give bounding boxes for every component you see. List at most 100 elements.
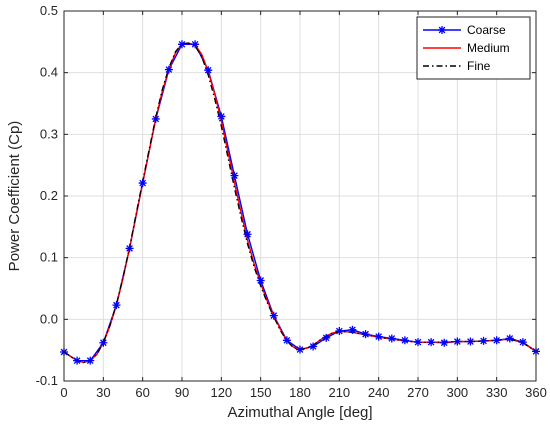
series-point-coarse [440,338,449,347]
series-point-coarse-glyph [296,345,304,354]
series-point-coarse [309,342,318,351]
series-point-coarse-glyph [374,332,383,341]
series-point-coarse-glyph [151,114,160,123]
series-point-coarse [374,332,383,341]
series-point-coarse [427,338,436,347]
series-point-coarse-glyph [282,336,291,345]
series-point-coarse [191,40,200,49]
series-point-coarse [86,356,95,365]
series-point-coarse [99,338,108,347]
series-point-coarse [322,333,331,342]
x-tick-label: 0 [60,385,67,400]
series-point-coarse [335,327,344,336]
series-point-coarse-glyph [322,333,331,342]
legend-label-coarse: Coarse [467,23,506,37]
x-tick-label: 210 [328,385,350,400]
series-point-coarse [178,40,186,49]
x-axis-label: Azimuthal Angle [deg] [227,404,372,421]
series-point-coarse-glyph [217,112,226,121]
series-point-coarse [361,330,370,339]
series-point-coarse-glyph [138,179,147,188]
series-point-coarse [269,311,278,320]
series-point-coarse [125,244,134,253]
series-point-coarse [282,336,291,345]
series-point-coarse-glyph [348,325,357,334]
series-point-coarse [505,334,514,343]
series-point-coarse [73,356,82,365]
series-point-coarse-glyph [112,301,121,310]
series-point-coarse-glyph [466,337,475,346]
series-layer [60,40,540,365]
series-point-coarse [296,345,304,354]
y-tick-label: 0.2 [40,188,58,203]
series-point-coarse-glyph [427,338,436,347]
y-tick-label: 0.1 [40,250,58,265]
series-point-coarse-glyph [73,356,82,365]
series-point-coarse-glyph [440,338,449,347]
x-tick-label: 150 [250,385,272,400]
series-point-coarse-glyph [204,66,213,75]
y-axis-label: Power Coefficient (Cp) [6,121,23,272]
legend-label-medium: Medium [467,41,510,55]
series-point-coarse [164,65,173,74]
x-tick-label: 240 [368,385,390,400]
x-tick-label: 270 [407,385,429,400]
series-point-coarse-glyph [479,336,488,345]
y-tick-label: -0.1 [36,373,58,388]
series-point-coarse [400,336,409,345]
series-point-coarse [518,338,527,347]
series-point-coarse [348,325,357,334]
series-point-coarse-glyph [269,311,278,320]
series-point-coarse [414,338,422,347]
series-point-coarse-glyph [414,338,422,347]
series-point-coarse-glyph [178,40,186,49]
axis-ticks: 0 30 60 90 120 150 180 210 240 270 300 330 360 -0.1 0.… [36,3,547,400]
series-point-coarse-glyph [361,330,370,339]
series-line-fine [64,42,536,364]
series-point-coarse-glyph [492,336,501,345]
series-point-coarse-glyph [387,334,396,343]
series-point-coarse-glyph [99,338,108,347]
series-point-coarse-glyph [243,230,252,239]
series-point-coarse-glyph [164,65,173,74]
series-point-coarse-glyph [453,337,462,346]
y-tick-label: 0.3 [40,126,58,141]
series-point-coarse [466,337,475,346]
y-tick-label: 0.5 [40,3,58,18]
legend-label-fine: Fine [467,59,491,73]
legend-marker-coarse-glyph [438,26,446,34]
series-point-coarse [479,336,488,345]
legend: Coarse Medium Fine [416,16,531,80]
series-point-coarse-glyph [518,338,527,347]
y-tick-label: 0.0 [40,311,58,326]
x-tick-label: 30 [96,385,110,400]
series-point-coarse [151,114,160,123]
series-point-coarse [230,171,239,180]
x-tick-label: 60 [135,385,149,400]
series-point-coarse [243,230,252,239]
x-tick-label: 300 [446,385,468,400]
series-point-coarse [387,334,396,343]
x-tick-label: 90 [175,385,189,400]
series-point-coarse [138,179,147,188]
series-point-coarse-glyph [505,334,514,343]
series-point-coarse-glyph [400,336,409,345]
series-point-coarse-glyph [256,276,265,285]
series-point-coarse-glyph [309,342,318,351]
x-tick-label: 120 [210,385,232,400]
series-point-coarse [492,336,501,345]
x-tick-label: 330 [486,385,508,400]
series-point-coarse-glyph [335,327,344,336]
series-point-coarse-glyph [191,40,200,49]
series-point-coarse [112,301,121,310]
legend-marker-coarse [438,26,446,34]
series-point-coarse [256,276,265,285]
series-point-coarse [453,337,462,346]
x-tick-label: 360 [525,385,547,400]
series-point-coarse-glyph [230,171,239,180]
series-point-coarse [204,66,213,75]
y-tick-label: 0.4 [40,65,58,80]
series-point-coarse-glyph [86,356,95,365]
